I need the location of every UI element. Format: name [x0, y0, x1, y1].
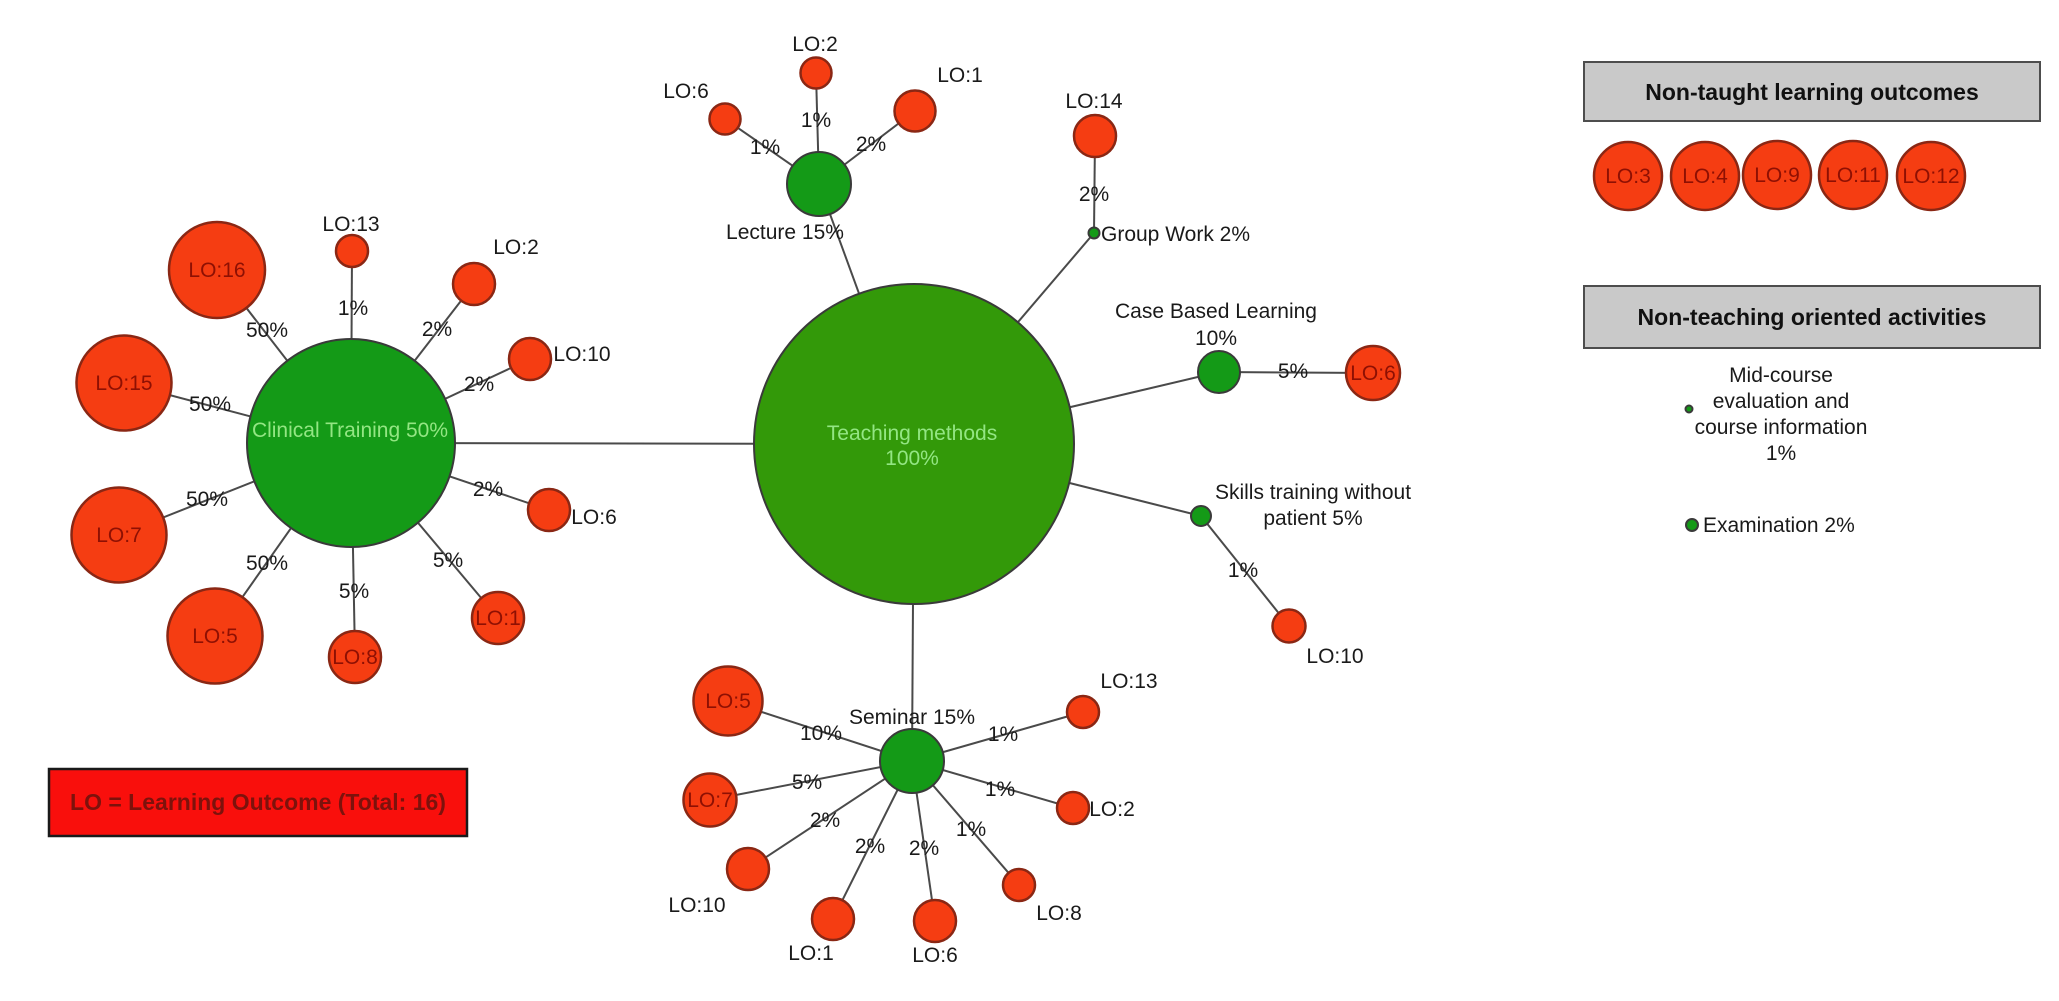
svg-text:Non-taught learning outcomes: Non-taught learning outcomes [1645, 79, 1979, 105]
svg-text:Examination 2%: Examination 2% [1703, 514, 1855, 537]
svg-text:LO:5: LO:5 [705, 690, 751, 713]
svg-text:1%: 1% [956, 818, 986, 841]
svg-text:50%: 50% [246, 319, 288, 342]
svg-text:LO:14: LO:14 [1065, 90, 1123, 113]
svg-text:1%: 1% [750, 136, 780, 159]
svg-text:1%: 1% [801, 109, 831, 132]
svg-text:LO:11: LO:11 [1825, 164, 1881, 187]
svg-text:evaluation and: evaluation and [1713, 390, 1850, 413]
svg-text:2%: 2% [909, 837, 939, 860]
svg-text:1%: 1% [338, 297, 368, 320]
svg-text:LO:1: LO:1 [475, 607, 521, 630]
svg-text:LO:15: LO:15 [95, 372, 152, 395]
svg-text:2%: 2% [810, 809, 840, 832]
svg-text:5%: 5% [1278, 360, 1308, 383]
svg-text:1%: 1% [1228, 559, 1258, 582]
svg-text:LO:7: LO:7 [96, 524, 142, 547]
svg-text:LO:7: LO:7 [687, 789, 733, 812]
svg-text:Mid-course: Mid-course [1729, 364, 1833, 387]
svg-text:100%: 100% [885, 447, 939, 470]
svg-text:LO:2: LO:2 [493, 236, 539, 259]
svg-text:10%: 10% [800, 722, 842, 745]
svg-text:Group Work 2%: Group Work 2% [1101, 223, 1250, 246]
svg-text:10%: 10% [1195, 327, 1237, 350]
svg-text:Skills training without: Skills training without [1215, 481, 1411, 504]
svg-text:50%: 50% [186, 488, 228, 511]
svg-text:1%: 1% [988, 723, 1018, 746]
svg-text:50%: 50% [189, 393, 231, 416]
svg-text:LO:1: LO:1 [788, 942, 834, 965]
svg-text:Clinical Training 50%: Clinical Training 50% [252, 419, 448, 442]
svg-text:LO:10: LO:10 [668, 894, 725, 917]
svg-text:LO:13: LO:13 [322, 213, 379, 236]
svg-text:Non-teaching oriented activiti: Non-teaching oriented activities [1638, 304, 1987, 330]
svg-text:2%: 2% [464, 373, 494, 396]
svg-text:LO:6: LO:6 [912, 944, 958, 967]
svg-text:LO:2: LO:2 [792, 33, 838, 56]
svg-text:2%: 2% [1079, 183, 1109, 206]
svg-text:LO = Learning Outcome (Total:: LO = Learning Outcome (Total: 16) [70, 789, 446, 815]
svg-text:1%: 1% [985, 778, 1015, 801]
svg-text:LO:8: LO:8 [1036, 902, 1082, 925]
svg-text:patient 5%: patient 5% [1263, 507, 1362, 530]
svg-text:5%: 5% [792, 771, 822, 794]
svg-text:5%: 5% [339, 580, 369, 603]
svg-text:Case Based Learning: Case Based Learning [1115, 300, 1317, 323]
svg-text:1%: 1% [1766, 442, 1796, 465]
svg-text:LO:4: LO:4 [1682, 165, 1728, 188]
svg-text:Seminar 15%: Seminar 15% [849, 706, 975, 729]
svg-text:LO:6: LO:6 [663, 80, 709, 103]
svg-text:2%: 2% [855, 835, 885, 858]
svg-text:50%: 50% [246, 552, 288, 575]
svg-text:LO:6: LO:6 [1350, 362, 1396, 385]
svg-text:LO:1: LO:1 [937, 64, 983, 87]
svg-text:LO:10: LO:10 [553, 343, 610, 366]
svg-text:LO:2: LO:2 [1089, 798, 1135, 821]
svg-text:LO:16: LO:16 [188, 259, 245, 282]
svg-text:LO:3: LO:3 [1605, 165, 1651, 188]
svg-text:Teaching methods: Teaching methods [827, 422, 997, 445]
svg-text:LO:6: LO:6 [571, 506, 617, 529]
svg-text:LO:8: LO:8 [332, 646, 378, 669]
svg-text:2%: 2% [422, 318, 452, 341]
svg-text:LO:9: LO:9 [1754, 164, 1800, 187]
svg-text:Lecture 15%: Lecture 15% [726, 221, 844, 244]
svg-text:LO:10: LO:10 [1306, 645, 1363, 668]
svg-text:course information: course information [1695, 416, 1868, 439]
svg-text:5%: 5% [433, 549, 463, 572]
svg-text:LO:5: LO:5 [192, 625, 238, 648]
svg-text:LO:12: LO:12 [1902, 165, 1959, 188]
svg-text:LO:13: LO:13 [1100, 670, 1157, 693]
svg-text:2%: 2% [856, 133, 886, 156]
svg-text:2%: 2% [473, 478, 503, 501]
